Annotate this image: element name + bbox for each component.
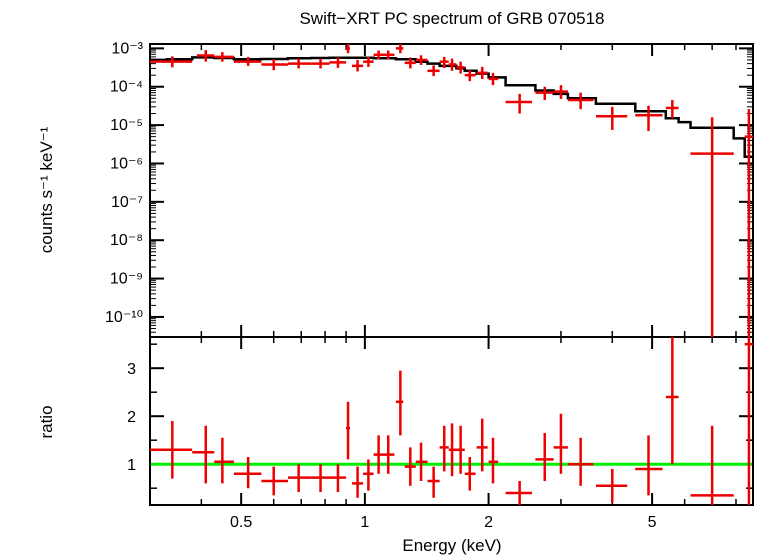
spectrum-y-axis-label: counts s⁻¹ keV⁻¹ — [37, 126, 56, 253]
spectrum-data-point — [635, 105, 663, 132]
ratio-data-point — [690, 425, 734, 505]
spectrum-data-point — [346, 44, 350, 54]
ratio-data-point — [439, 425, 449, 472]
spectrum-data-point — [535, 86, 554, 101]
ratio-data-point — [535, 433, 554, 481]
y-tick-label: 10⁻¹⁰ — [105, 309, 143, 326]
ratio-y-axis-label: ratio — [37, 405, 56, 438]
ratio-data-point — [192, 425, 215, 484]
ratio-data-point — [287, 464, 312, 493]
ratio-data-point — [383, 435, 395, 474]
spectrum-data-point — [329, 57, 347, 68]
spectrum-data-point — [363, 56, 374, 67]
spectrum-data-point — [214, 52, 234, 62]
ratio-data-point — [505, 481, 532, 505]
ratio-tick-label: 1 — [127, 457, 136, 474]
ratio-data-point — [363, 459, 374, 491]
spectrum-data-point — [150, 56, 193, 68]
y-tick-label: 10⁻⁸ — [110, 232, 143, 249]
ratio-data-point — [464, 457, 476, 491]
ratio-data-point — [233, 457, 262, 489]
ratio-data-point — [567, 437, 594, 486]
spectrum-panel: counts s⁻¹ keV⁻¹ — [37, 43, 754, 338]
x-axis-label: Energy (keV) — [402, 536, 501, 555]
spectrum-data-point — [383, 50, 395, 60]
spectrum-data-point — [744, 109, 753, 337]
ratio-data-point — [553, 413, 568, 474]
y-tick-label: 10⁻³ — [111, 40, 143, 57]
ratio-data-point — [448, 423, 457, 477]
ratio-panel-frame — [149, 336, 754, 506]
y-tick-label: 10⁻⁹ — [110, 271, 143, 288]
ratio-data-point — [488, 437, 499, 484]
spectrum-data-point — [464, 70, 476, 82]
spectrum-data-point — [427, 65, 440, 77]
y-tick-label: 10⁻⁴ — [110, 79, 143, 96]
ratio-data-point — [635, 435, 663, 496]
y-tick-label: 10⁻⁷ — [111, 194, 143, 211]
ratio-data-point — [346, 401, 350, 460]
ratio-data-point — [415, 442, 428, 481]
ratio-data-point — [456, 425, 465, 474]
ratio-data-point — [744, 337, 753, 505]
ratio-axis-ticks — [149, 337, 753, 505]
spectrum-data-point — [415, 55, 428, 65]
ratio-data-point — [395, 370, 404, 436]
ratio-data-point — [665, 337, 679, 465]
spectrum-data-point — [196, 50, 215, 62]
ratio-data-point — [214, 437, 234, 484]
y-tick-label: 10⁻⁵ — [110, 117, 143, 134]
ratio-data-point — [373, 435, 384, 474]
x-tick-label: 2 — [484, 514, 493, 531]
y-tick-label: 10⁻⁶ — [110, 155, 143, 172]
ratio-data-point — [351, 466, 364, 498]
spectrum-data-point — [488, 72, 499, 86]
chart-title: Swift−XRT PC spectrum of GRB 070518 — [299, 9, 604, 28]
spectrum-data-point — [595, 106, 628, 130]
spectrum-panel-frame — [149, 43, 754, 338]
x-tick-label: 1 — [360, 514, 369, 531]
spectrum-data-point — [351, 59, 364, 72]
spectrum-data-point — [261, 59, 288, 71]
ratio-data-point — [404, 447, 416, 486]
ratio-tick-label: 2 — [127, 409, 136, 426]
ratio-data-point — [311, 464, 330, 493]
ratio-data-point — [329, 464, 347, 493]
ratio-panel: ratio — [37, 336, 754, 506]
model-histogram — [150, 56, 753, 158]
spectrum-data-point — [373, 50, 384, 60]
spectrum-data-point — [665, 100, 679, 119]
spectrum-data-point — [553, 85, 568, 99]
spectrum-data-point — [505, 93, 532, 114]
ratio-data-point — [595, 469, 628, 503]
x-tick-label: 5 — [648, 514, 657, 531]
ratio-data-point — [261, 466, 288, 496]
spectrum-data-point — [287, 58, 312, 69]
spectrum-data-point — [311, 58, 330, 69]
spectrum-data-point — [439, 56, 449, 68]
spectrum-data-point — [395, 44, 404, 54]
spectrum-data-point — [476, 66, 488, 79]
spectrum-data-point — [404, 57, 416, 69]
spectrum-data-point — [690, 117, 734, 337]
ratio-data-point — [476, 418, 488, 472]
spectrum-axis-ticks — [149, 44, 753, 338]
spectrum-data-point — [233, 56, 262, 66]
spectrum-data-point — [448, 58, 457, 71]
ratio-data-point — [150, 421, 193, 479]
ratio-data-point — [427, 466, 440, 498]
spectrum-data-point — [567, 92, 594, 110]
x-tick-label: 0.5 — [230, 514, 252, 531]
ratio-tick-label: 3 — [127, 361, 136, 378]
spectrum-data-point — [456, 61, 465, 74]
